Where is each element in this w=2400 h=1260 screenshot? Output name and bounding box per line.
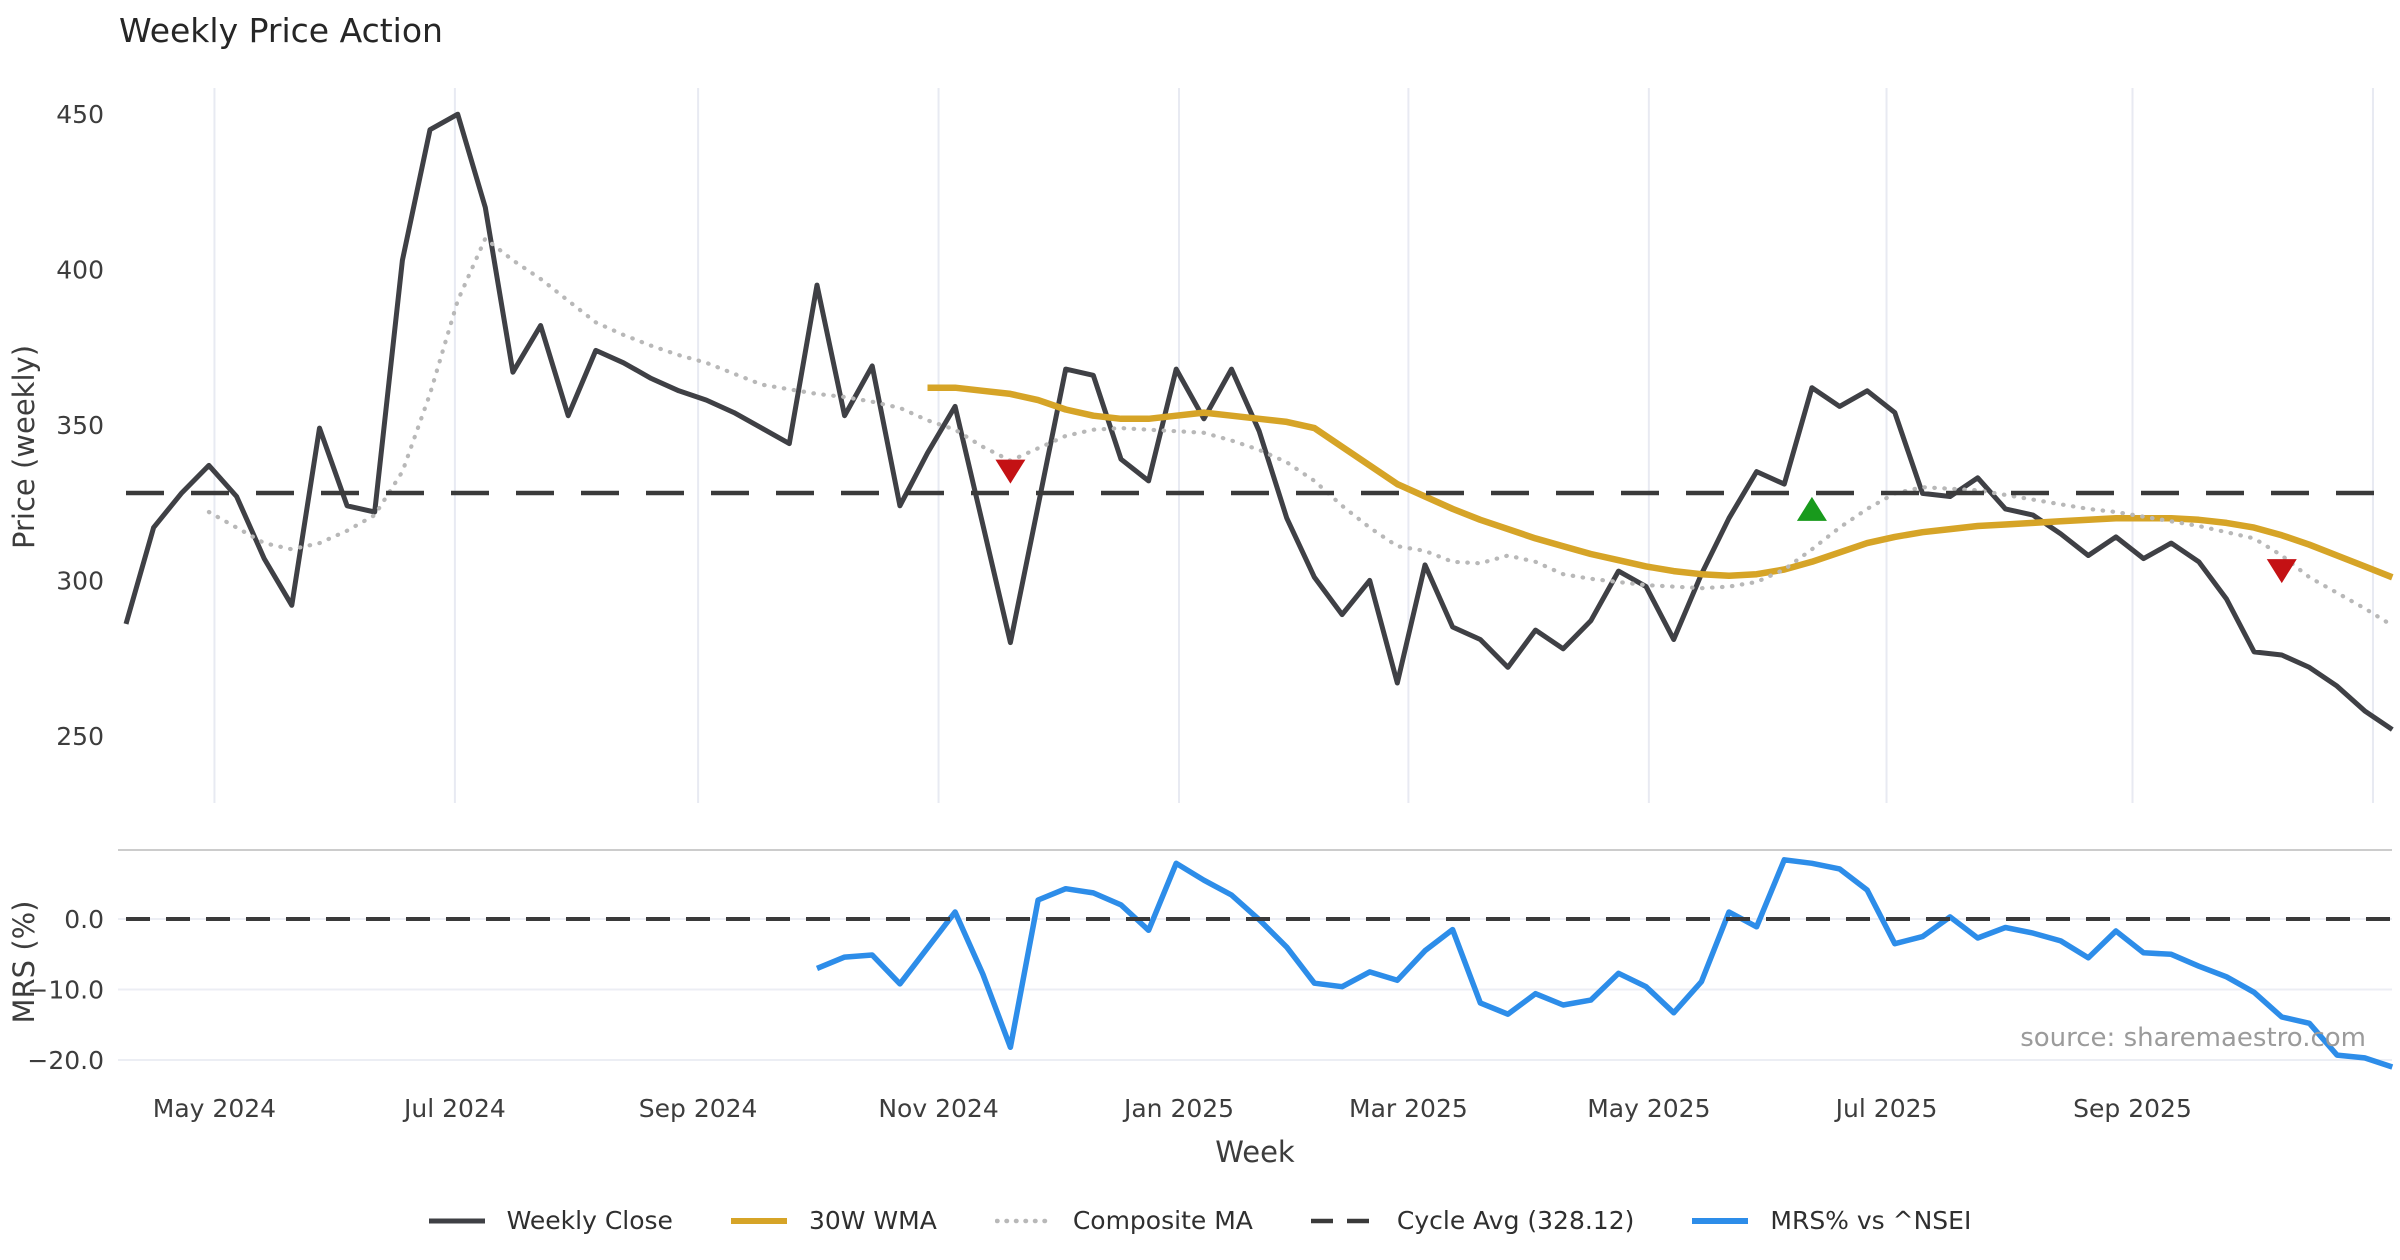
- x-tick-label: May 2024: [153, 1094, 276, 1123]
- x-tick-label: Jul 2025: [1834, 1094, 1938, 1123]
- series-mrs-vs-nsei: [815, 857, 2394, 1070]
- price-y-tick-label: 350: [56, 411, 104, 440]
- price-axis-label: Price (weekly): [7, 345, 41, 549]
- mrs-y-tick-label: 0.0: [64, 905, 104, 934]
- price-y-tick-label: 400: [56, 256, 104, 285]
- axis-tick-labels: May 2024 Jul 2024 Sep 2024 Nov 2024 Jan 2025…: [27, 100, 2191, 1123]
- source-note: source: sharemaestro.com: [2020, 1023, 2366, 1053]
- series-composite-ma: [206, 236, 2395, 628]
- series-30w-wma: [927, 384, 2394, 581]
- series-lines: [123, 111, 2395, 1070]
- series-weekly-close: [123, 111, 2394, 732]
- x-tick-label: May 2025: [1587, 1094, 1710, 1123]
- price-y-tick-label: 300: [56, 566, 104, 595]
- mrs-y-tick-label: −10.0: [27, 976, 104, 1005]
- x-tick-label: Sep 2025: [2073, 1094, 2192, 1123]
- sell-triangle-marker: [995, 459, 1026, 484]
- price-y-tick-label: 250: [56, 722, 104, 751]
- x-tick-label: Mar 2025: [1349, 1094, 1468, 1123]
- x-axis-label: Week: [1215, 1135, 1295, 1169]
- x-tick-label: Jan 2025: [1122, 1094, 1234, 1123]
- chart-title: Weekly Price Action: [119, 11, 443, 50]
- x-tick-label: Sep 2024: [639, 1094, 758, 1123]
- mrs-y-tick-label: −20.0: [27, 1046, 104, 1075]
- price-y-tick-label: 450: [56, 100, 104, 129]
- buy-triangle-marker: [1796, 496, 1827, 521]
- mrs-axis-label: MRS (%): [7, 901, 41, 1024]
- x-tick-label: Nov 2024: [878, 1094, 998, 1123]
- signal-markers: [995, 459, 2297, 584]
- x-tick-label: Jul 2024: [402, 1094, 506, 1123]
- sell-triangle-marker: [2266, 559, 2297, 584]
